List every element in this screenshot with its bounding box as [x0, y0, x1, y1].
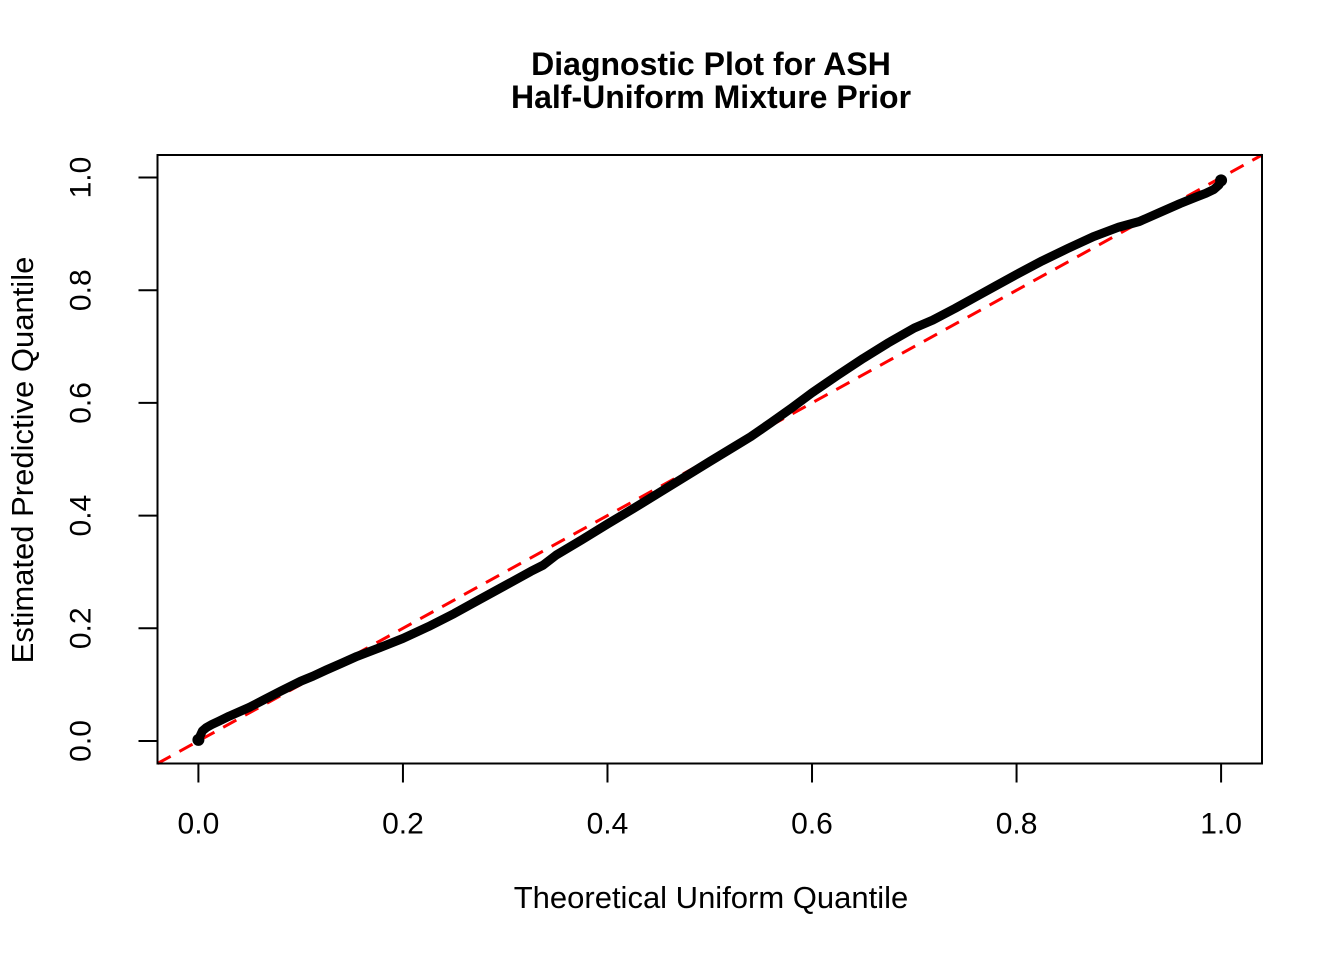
x-tick-label: 0.4 — [587, 808, 629, 841]
x-tick-label: 0.0 — [178, 808, 220, 841]
chart-title-line2: Half-Uniform Mixture Prior — [511, 79, 911, 115]
y-tick-label: 0.6 — [65, 382, 98, 424]
x-tick-label: 0.8 — [996, 808, 1038, 841]
y-tick-label: 0.0 — [65, 720, 98, 762]
curve-start-point — [192, 733, 205, 746]
x-axis-title: Theoretical Uniform Quantile — [514, 880, 909, 915]
y-tick-label: 0.4 — [65, 495, 98, 537]
plot-area: 0.0 0.2 0.4 0.6 0.8 1.0 0.0 0.2 0.4 0.6 0.8 1.0 — [65, 153, 1263, 841]
y-tick-label: 0.8 — [65, 269, 98, 311]
y-tick-label: 0.2 — [65, 607, 98, 649]
x-tick-label: 0.6 — [791, 808, 833, 841]
plot-border-box — [156, 154, 1263, 765]
y-axis-title: Estimated Predictive Quantile — [5, 257, 40, 664]
x-tick-label: 0.2 — [382, 808, 424, 841]
estimated-predictive-quantile-curve — [193, 175, 1226, 745]
x-tick-label: 1.0 — [1200, 808, 1242, 841]
y-tick-label: 1.0 — [65, 157, 98, 199]
chart-title-line1: Diagnostic Plot for ASH — [531, 46, 891, 82]
curve-end-point — [1215, 174, 1228, 187]
